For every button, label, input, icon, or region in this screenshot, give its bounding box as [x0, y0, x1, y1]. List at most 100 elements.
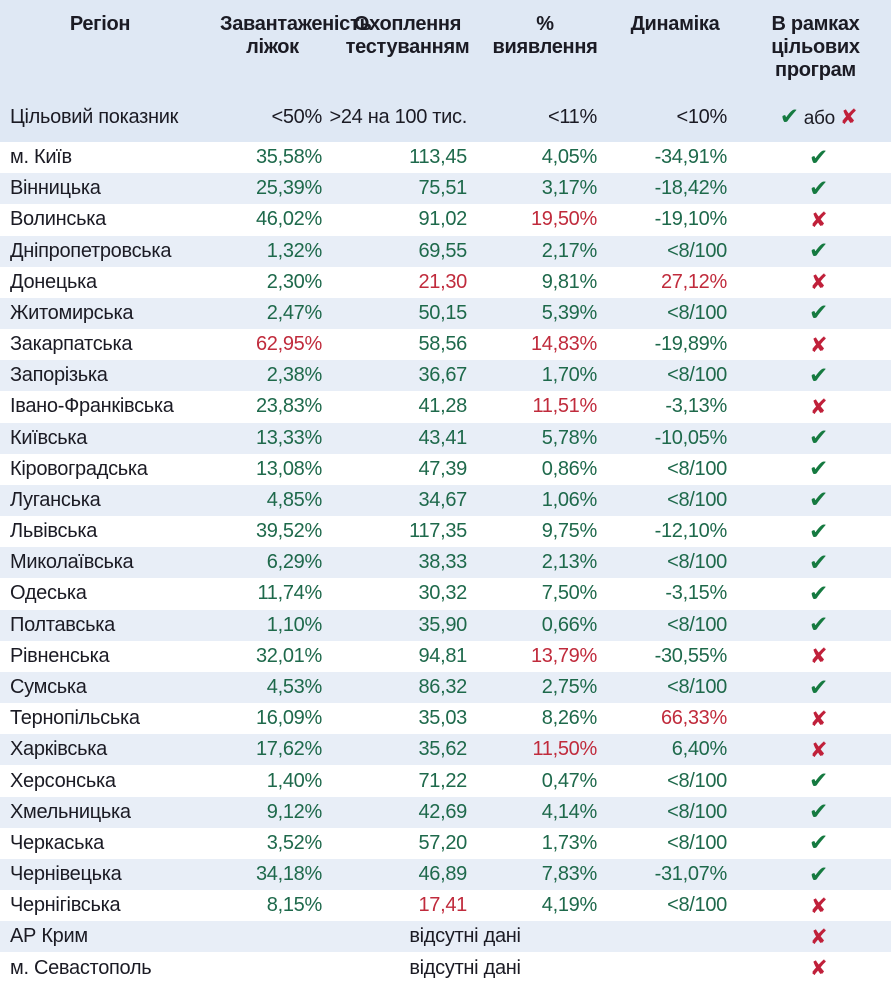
table-row: Львівська 39,52% 117,35 9,75% -12,10% ✔ [0, 516, 891, 547]
region-name: АР Крим [10, 925, 88, 948]
program-status-cell: ✔ [730, 485, 891, 516]
region-name: Закарпатська [10, 333, 133, 356]
bed-occupancy-value: 39,52% [255, 520, 322, 543]
testing-coverage-value: 47,39 [418, 457, 467, 480]
bed-occupancy-value: 9,12% [266, 800, 323, 823]
testing-coverage-value: 36,67 [418, 364, 467, 387]
target-row-label: Цільовий показник [10, 105, 179, 128]
testing-coverage-value: 38,33 [418, 551, 467, 574]
region-name: Луганська [10, 488, 101, 511]
cross-icon: ✘ [809, 394, 828, 419]
column-header-detection-rate: % виявлення [492, 13, 598, 59]
dynamics-value: -18,42% [654, 177, 728, 200]
testing-coverage-value: 58,56 [418, 333, 467, 356]
table-row: Запорізька 2,38% 36,67 1,70% <8/100 ✔ [0, 360, 891, 392]
detection-rate-value: 0,47% [541, 769, 598, 792]
program-status-cell: ✔ [730, 454, 891, 485]
target-program-status: ✔ або ✘ [730, 92, 891, 142]
region-name: Дніпропетровська [10, 239, 172, 262]
detection-rate-value: 2,13% [541, 551, 598, 574]
check-icon: ✔ [809, 580, 828, 607]
check-icon: ✔ [809, 612, 828, 639]
dynamics-value: <8/100 [667, 364, 727, 387]
cross-icon: ✘ [809, 207, 828, 232]
check-icon: ✔ [809, 425, 828, 452]
dynamics-value: <8/100 [667, 676, 727, 698]
table-row: Донецька 2,30% 21,30 9,81% 27,12% ✘ [0, 267, 891, 298]
table-row: м. Севастополь відсутні дані ✘ [0, 952, 891, 984]
testing-coverage-value: 34,67 [418, 488, 467, 511]
cross-icon: ✘ [809, 956, 828, 981]
region-name: Полтавська [10, 613, 115, 636]
region-name: Кіровоградська [10, 457, 148, 480]
testing-coverage-value: 35,03 [418, 707, 467, 730]
dynamics-value: <8/100 [667, 769, 727, 792]
dynamics-value: <8/100 [667, 894, 727, 917]
detection-rate-value: 11,51% [532, 395, 597, 418]
testing-coverage-value: 91,02 [418, 208, 467, 231]
testing-coverage-value: 30,32 [418, 582, 467, 605]
program-status-cell: ✘ [730, 703, 891, 734]
check-icon: ✔ [809, 300, 828, 327]
check-icon: ✔ [809, 175, 828, 202]
region-name: м. Київ [10, 146, 72, 169]
bed-occupancy-value: 46,02% [255, 208, 322, 231]
region-name: Херсонська [10, 769, 116, 792]
detection-rate-value: 19,50% [530, 208, 597, 231]
region-name: Київська [10, 426, 88, 449]
cross-icon: ✘ [809, 737, 828, 762]
region-name: Харківська [10, 738, 107, 761]
table-row: Кіровоградська 13,08% 47,39 0,86% <8/100 ✔ [0, 454, 891, 485]
region-name: Вінницька [10, 177, 101, 200]
dynamics-value: -34,91% [654, 146, 728, 169]
table-row: Івано-Франківська 23,83% 41,28 11,51% -3,13%… [0, 391, 891, 422]
table-row: Чернівецька 34,18% 46,89 7,83% -31,07% ✔ [0, 858, 891, 891]
program-status-cell: ✔ [730, 360, 891, 391]
testing-coverage-value: 17,41 [418, 894, 467, 917]
table-row: Миколаївська 6,29% 38,33 2,13% <8/100 ✔ [0, 547, 891, 579]
no-data-label: відсутні дані [409, 925, 521, 948]
region-name: Волинська [10, 208, 106, 231]
bed-occupancy-value: 17,62% [255, 738, 322, 761]
testing-coverage-value: 57,20 [418, 831, 467, 854]
dynamics-value: 6,40% [671, 738, 728, 761]
bed-occupancy-value: 13,08% [255, 457, 322, 480]
detection-rate-value: 1,06% [541, 488, 598, 511]
testing-coverage-value: 42,69 [418, 800, 467, 823]
testing-coverage-value: 50,15 [418, 301, 467, 324]
check-icon: ✔ [809, 768, 828, 795]
target-testing-coverage: >24 на 100 тис. [329, 105, 467, 128]
column-header-dynamics: Динаміка [630, 13, 720, 35]
region-name: Житомирська [10, 301, 134, 324]
bed-occupancy-value: 2,47% [266, 301, 323, 324]
detection-rate-value: 5,39% [541, 301, 598, 324]
testing-coverage-value: 41,28 [418, 395, 467, 418]
testing-coverage-value: 69,55 [418, 239, 467, 262]
bed-occupancy-value: 34,18% [255, 863, 322, 886]
table-row: Харківська 17,62% 35,62 11,50% 6,40% ✘ [0, 734, 891, 766]
testing-coverage-value: 35,90 [418, 613, 467, 636]
detection-rate-value: 7,83% [541, 863, 598, 886]
table-row: Луганська 4,85% 34,67 1,06% <8/100 ✔ [0, 484, 891, 517]
check-icon: ✔ [809, 861, 828, 888]
cross-icon: ✘ [839, 105, 858, 129]
testing-coverage-value: 86,32 [418, 676, 467, 698]
region-name: Тернопільська [10, 707, 140, 730]
table-row: Одеська 11,74% 30,32 7,50% -3,15% ✔ [0, 578, 891, 609]
testing-coverage-value: 43,41 [418, 426, 467, 449]
table-row: Дніпропетровська 1,32% 69,55 2,17% <8/100 ✔ [0, 235, 891, 267]
detection-rate-value: 13,79% [530, 644, 597, 667]
region-name: Черкаська [10, 831, 104, 854]
table-row: Хмельницька 9,12% 42,69 4,14% <8/100 ✔ [0, 796, 891, 828]
program-status-cell: ✔ [730, 578, 891, 609]
bed-occupancy-value: 8,15% [266, 894, 323, 917]
region-name: Донецька [10, 270, 97, 293]
dynamics-value: 27,12% [660, 270, 727, 293]
detection-rate-value: 2,75% [541, 676, 598, 698]
program-status-cell: ✔ [730, 610, 891, 641]
detection-rate-value: 14,83% [530, 333, 597, 356]
bed-occupancy-value: 2,30% [266, 270, 323, 293]
table-row: м. Київ 35,58% 113,45 4,05% -34,91% ✔ [0, 142, 891, 173]
bed-occupancy-value: 6,29% [266, 551, 323, 574]
